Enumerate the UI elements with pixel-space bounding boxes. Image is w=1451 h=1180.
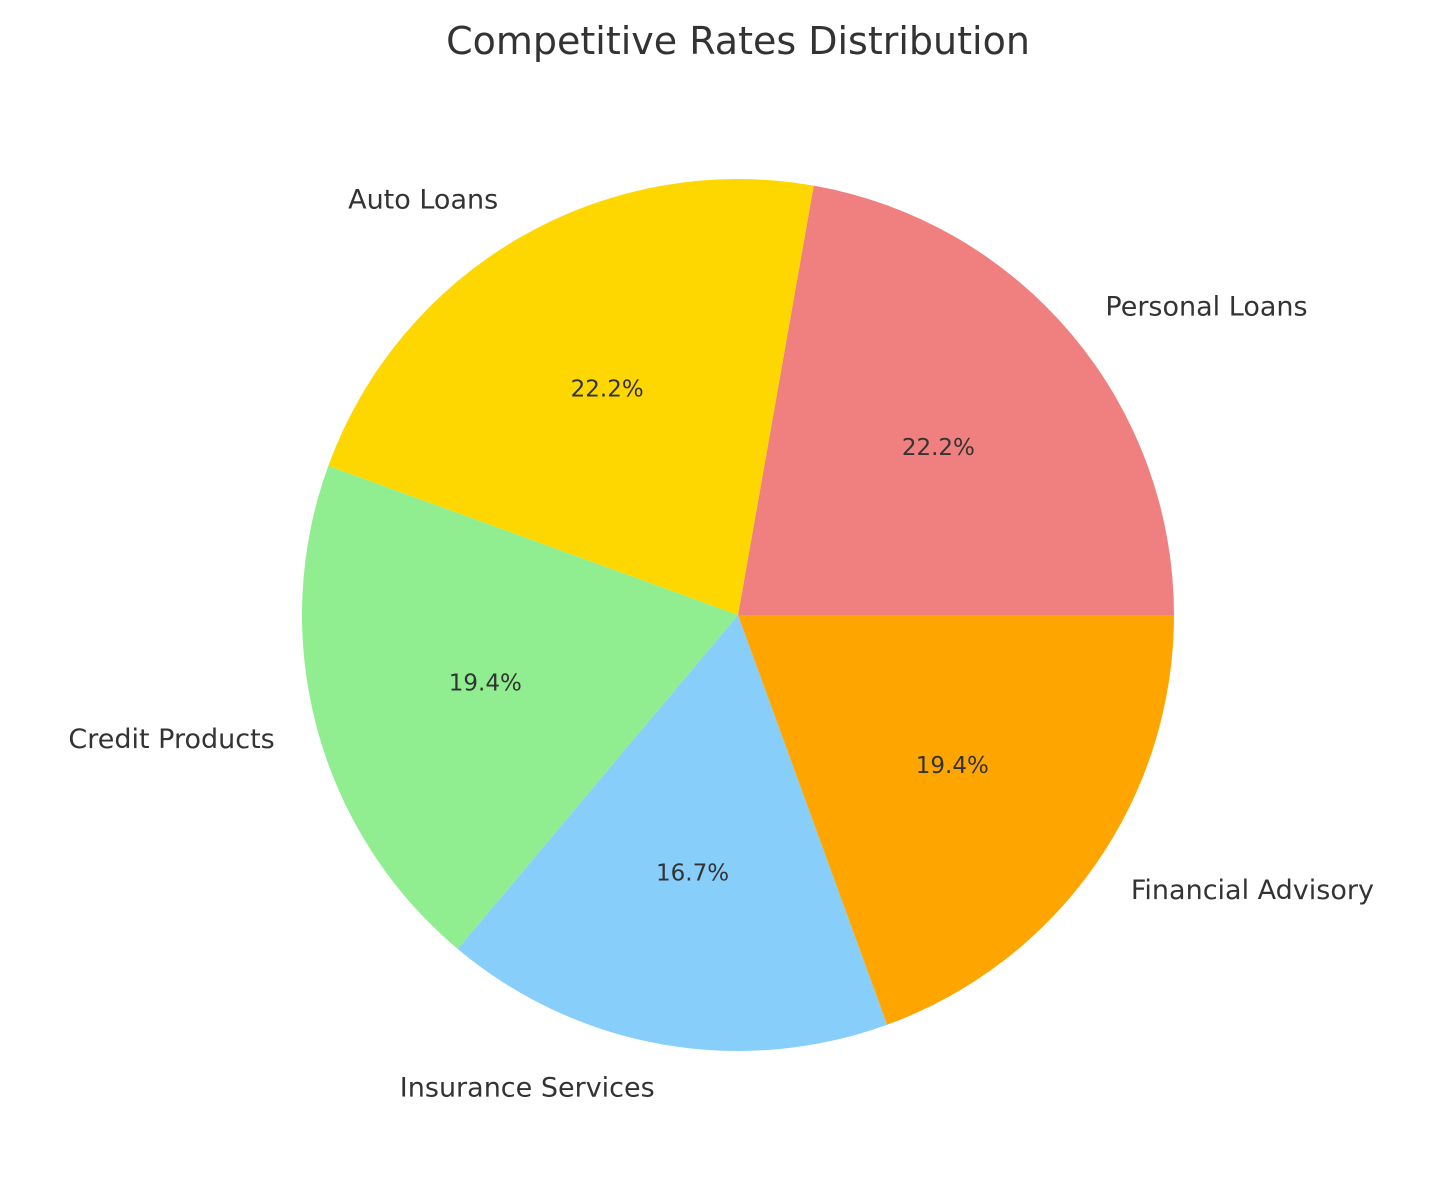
pie-slice-personal-loans bbox=[738, 185, 1174, 615]
pie-slice-auto-loans bbox=[328, 179, 814, 616]
slice-percent-label: 16.7% bbox=[656, 861, 729, 887]
slice-percent-label: 19.4% bbox=[916, 753, 989, 779]
pie-slices bbox=[301, 179, 1174, 1051]
pie-slice-insurance-services bbox=[457, 615, 888, 1051]
slice-percent-label: 22.2% bbox=[902, 435, 975, 461]
slice-label: Personal Loans bbox=[1105, 292, 1307, 323]
slice-label: Insurance Services bbox=[400, 1072, 655, 1103]
slice-label: Credit Products bbox=[68, 724, 274, 755]
pie-slice-financial-advisory bbox=[738, 615, 1174, 1025]
slice-percent-label: 22.2% bbox=[571, 376, 644, 402]
chart-title: Competitive Rates Distribution bbox=[446, 19, 1030, 63]
slice-label: Auto Loans bbox=[348, 185, 498, 216]
pie-slice-credit-products bbox=[301, 465, 738, 949]
slice-percent-label: 19.4% bbox=[449, 671, 522, 697]
slice-label: Financial Advisory bbox=[1131, 875, 1374, 906]
slice-labels: Personal Loans 22.2% Auto Loans 22.2% Credit… bbox=[68, 185, 1374, 1104]
